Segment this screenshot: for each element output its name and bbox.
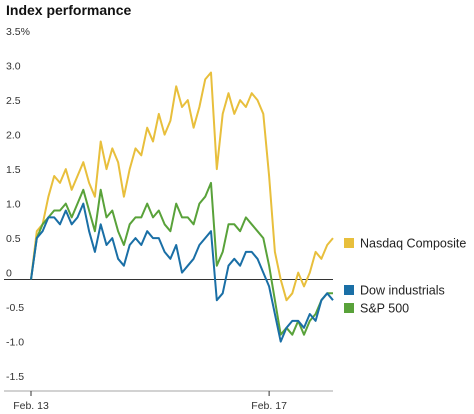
y-tick-label: 0.5 — [6, 233, 21, 245]
legend-label-sp500: S&P 500 — [360, 302, 409, 316]
y-tick-label: 0 — [6, 268, 12, 280]
legend-swatch-sp500 — [344, 303, 354, 313]
series-line-nasdaq — [30, 71, 334, 302]
series-line-dow — [30, 202, 334, 343]
y-tick-label: 1.0 — [6, 199, 21, 211]
legend: Nasdaq Composite Dow industrials S&P 500 — [344, 237, 466, 316]
legend-label-nasdaq: Nasdaq Composite — [360, 237, 466, 251]
x-axis: Feb. 13 Feb. 17 — [4, 390, 333, 412]
legend-swatch-dow — [344, 285, 354, 295]
y-tick-label: -0.5 — [6, 302, 24, 314]
x-tick-label: Feb. 13 — [13, 400, 49, 412]
y-tick-label: 3.5% — [6, 26, 30, 38]
y-tick-label: 2.0 — [6, 130, 21, 142]
x-tick-label: Feb. 17 — [251, 400, 287, 412]
y-axis: -1.5 -1.0 -0.5 0 0.5 1.0 1.5 2.0 2.5 3.0 3.5% — [4, 26, 333, 383]
legend-swatch-nasdaq — [344, 238, 354, 248]
y-tick-label: 3.0 — [6, 61, 21, 73]
chart-title: Index performance — [6, 2, 132, 18]
y-tick-label: -1.5 — [6, 371, 24, 383]
y-tick-label: -1.0 — [6, 337, 24, 349]
series-lines — [30, 71, 334, 343]
series-line-sp500 — [30, 181, 333, 336]
y-tick-label: 1.5 — [6, 164, 21, 176]
legend-label-dow: Dow industrials — [360, 284, 445, 298]
y-tick-label: 2.5 — [6, 95, 21, 107]
